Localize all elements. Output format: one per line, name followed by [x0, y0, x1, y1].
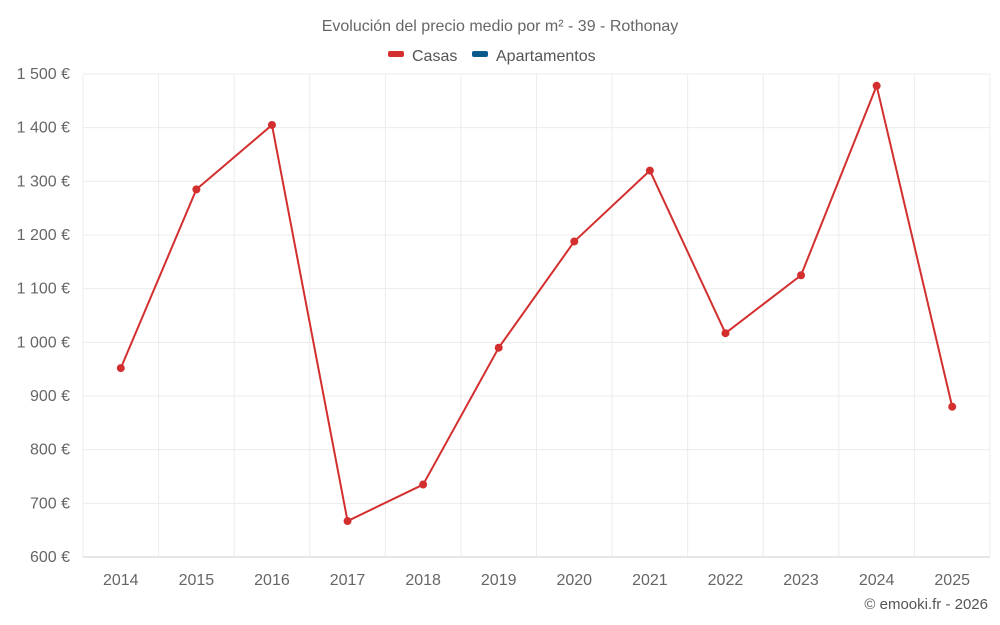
data-point[interactable] — [645, 166, 654, 175]
x-tick-label: 2020 — [556, 572, 592, 589]
x-tick-label: 2014 — [103, 572, 139, 589]
y-tick-label: 1 500 € — [17, 66, 70, 83]
legend-swatch-apartamentos — [472, 51, 488, 57]
legend: Casas Apartamentos — [388, 48, 596, 65]
legend-item-casas[interactable]: Casas — [388, 48, 457, 65]
x-tick-label: 2015 — [179, 572, 215, 589]
x-tick-label: 2023 — [783, 572, 819, 589]
data-point[interactable] — [419, 480, 428, 489]
x-tick-label: 2018 — [405, 572, 441, 589]
legend-item-apartamentos[interactable]: Apartamentos — [472, 48, 596, 65]
data-point[interactable] — [343, 517, 352, 526]
y-tick-label: 1 200 € — [17, 227, 70, 244]
y-tick-label: 700 € — [30, 495, 70, 512]
credit-text: © emooki.fr - 2026 — [864, 596, 988, 613]
data-point[interactable] — [797, 271, 806, 280]
data-point[interactable] — [192, 185, 201, 194]
y-tick-label: 900 € — [30, 388, 70, 405]
legend-swatch-casas — [388, 51, 404, 57]
series-line — [119, 84, 954, 523]
grid — [82, 73, 991, 558]
y-tick-label: 1 000 € — [17, 334, 70, 351]
y-tick-label: 1 100 € — [17, 281, 70, 298]
x-tick-label: 2017 — [330, 572, 366, 589]
y-tick-label: 800 € — [30, 442, 70, 459]
y-axis-labels: 1 500 € 1 400 € 1 300 € 1 200 € 1 100 € 1 000… — [17, 66, 70, 566]
data-point[interactable] — [116, 364, 125, 373]
y-tick-label: 600 € — [30, 549, 70, 566]
data-point[interactable] — [721, 329, 730, 338]
data-point[interactable] — [948, 402, 957, 411]
data-point[interactable] — [267, 120, 276, 129]
x-tick-label: 2021 — [632, 572, 668, 589]
chart-title: Evolución del precio medio por m² - 39 -… — [322, 18, 679, 35]
x-tick-label: 2022 — [708, 572, 744, 589]
x-axis-labels: 2014 2015 2016 2017 2018 2019 2020 2021 2022 2023… — [103, 572, 970, 589]
legend-label-casas: Casas — [412, 48, 457, 65]
series-casas — [116, 81, 957, 526]
data-point[interactable] — [872, 81, 881, 90]
x-tick-label: 2024 — [859, 572, 895, 589]
x-tick-label: 2016 — [254, 572, 290, 589]
x-tick-label: 2019 — [481, 572, 517, 589]
legend-label-apartamentos: Apartamentos — [496, 48, 596, 65]
y-tick-label: 1 400 € — [17, 120, 70, 137]
x-tick-label: 2025 — [934, 572, 970, 589]
y-tick-label: 1 300 € — [17, 173, 70, 190]
data-point[interactable] — [494, 343, 503, 352]
data-point[interactable] — [570, 237, 579, 246]
